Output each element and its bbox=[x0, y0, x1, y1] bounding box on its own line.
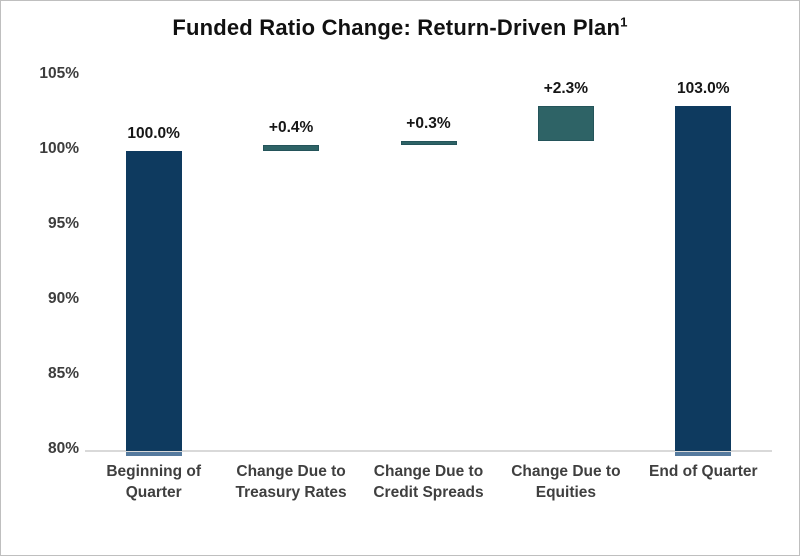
y-axis-tick-label: 105% bbox=[39, 65, 79, 82]
waterfall-bar-change-due-to-equities bbox=[537, 106, 594, 141]
y-axis-tick-label: 95% bbox=[47, 215, 79, 232]
x-axis-category-label: Change Due to Credit Spreads bbox=[373, 463, 484, 501]
y-axis-tick-label: 100% bbox=[39, 140, 79, 157]
bar-value-label: 100.0% bbox=[127, 125, 180, 142]
y-axis-tick-label: 80% bbox=[47, 440, 79, 457]
chart-title: Funded Ratio Change: Return-Driven Plan1 bbox=[1, 15, 799, 41]
bar-value-label: +0.4% bbox=[268, 119, 314, 136]
x-axis-category-label: Change Due to Equities bbox=[511, 463, 621, 501]
bar-value-label: +2.3% bbox=[543, 80, 589, 97]
waterfall-bar-change-due-to-treasury-rates bbox=[263, 145, 320, 151]
waterfall-bar-beginning-of-quarter bbox=[125, 151, 182, 451]
y-axis-tick-label: 85% bbox=[47, 365, 79, 382]
x-axis-category-label: End of Quarter bbox=[649, 463, 758, 480]
bar-value-label: +0.3% bbox=[406, 114, 451, 132]
bar-base-overhang bbox=[125, 452, 182, 456]
waterfall-bar-end-of-quarter bbox=[675, 106, 732, 451]
bar-base-overhang bbox=[675, 452, 732, 456]
x-axis-category-label: Change Due to Treasury Rates bbox=[235, 463, 347, 501]
x-axis-line bbox=[85, 450, 772, 452]
x-axis-category-label: Beginning of Quarter bbox=[106, 463, 202, 501]
bar-value-label: 103.0% bbox=[677, 80, 730, 97]
chart-title-text: Funded Ratio Change: Return-Driven Plan bbox=[172, 15, 621, 40]
y-axis-tick-label: 90% bbox=[47, 290, 79, 307]
title-footnote-marker: 1 bbox=[620, 14, 628, 30]
waterfall-bar-change-due-to-credit-spreads bbox=[400, 140, 457, 145]
